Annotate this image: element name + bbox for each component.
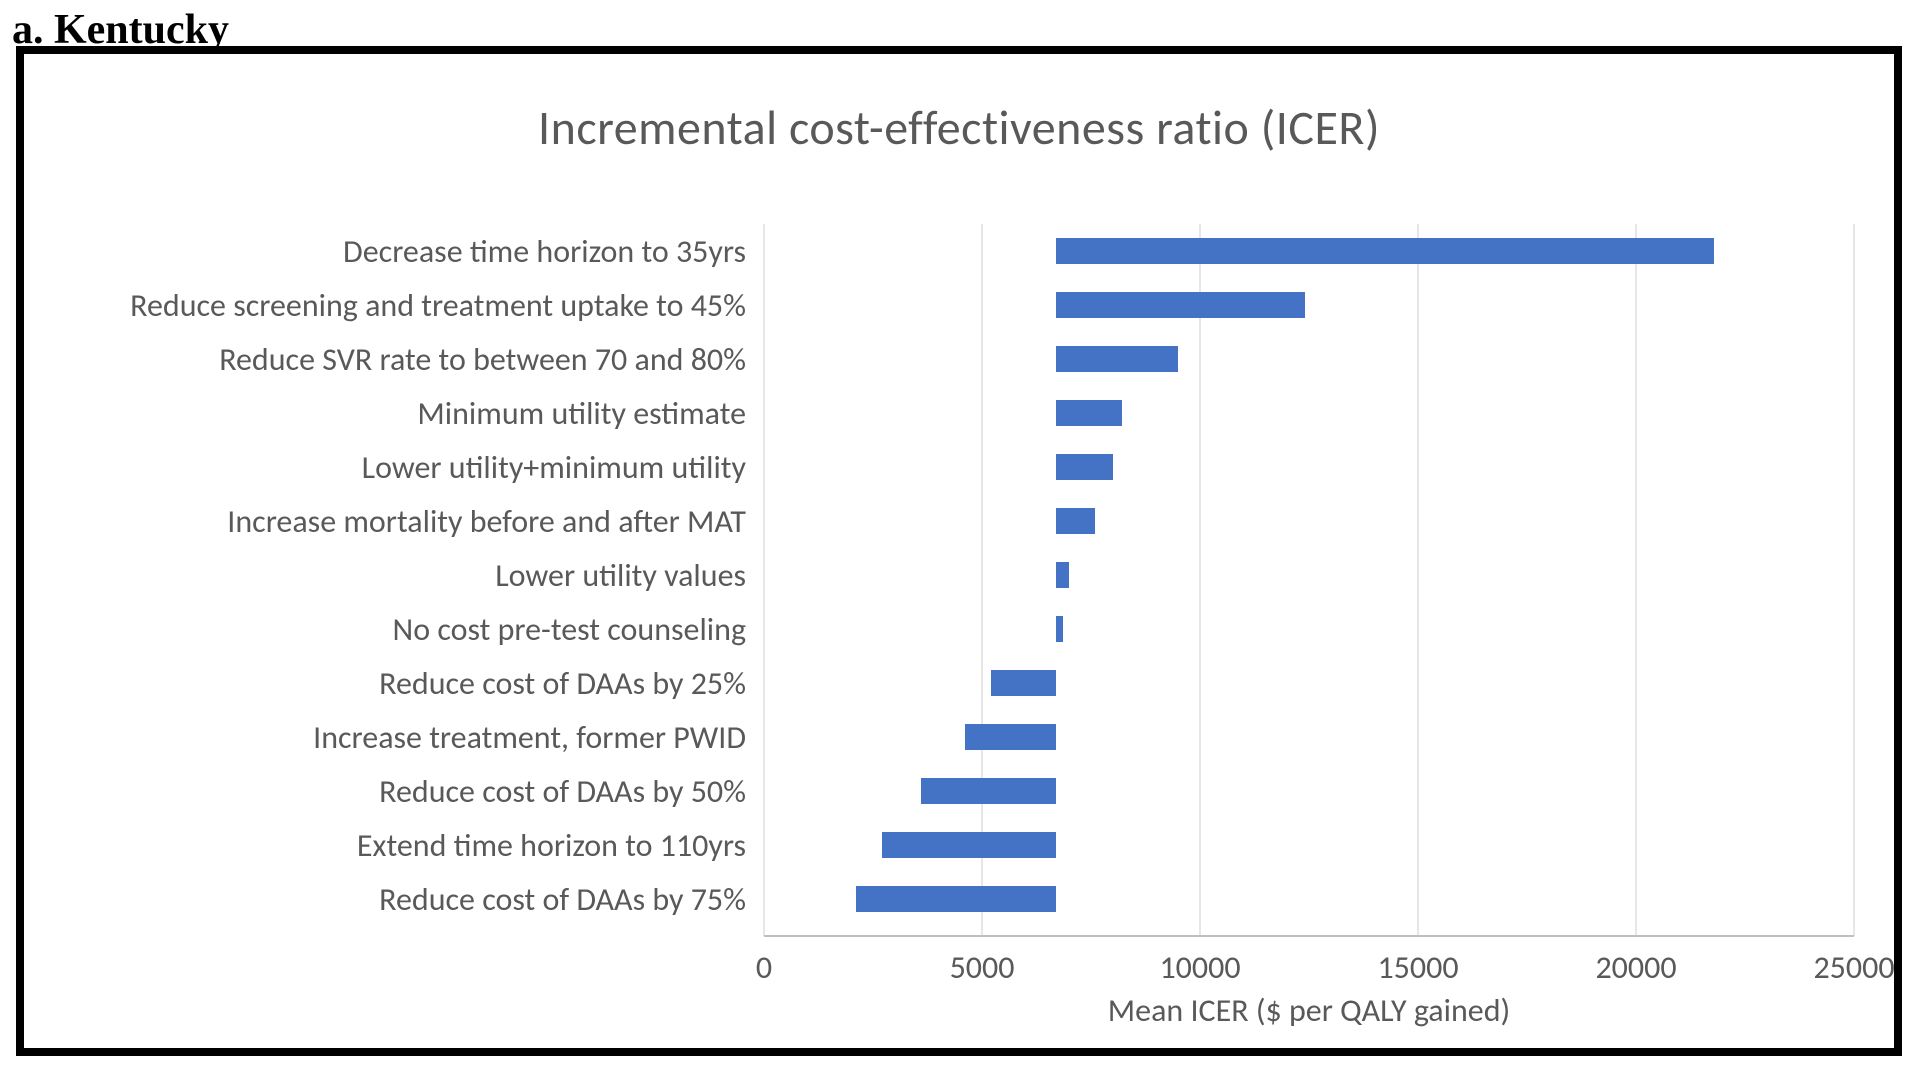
- y-category-label: Minimum utility estimate: [417, 394, 746, 433]
- y-category-label: Lower utility+minimum utility: [362, 448, 746, 487]
- y-category-label: Extend time horizon to 110yrs: [357, 826, 746, 865]
- data-bar: [991, 670, 1056, 696]
- y-category-label: Reduce cost of DAAs by 25%: [379, 664, 746, 703]
- data-bar: [1056, 238, 1714, 264]
- data-bar: [856, 886, 1057, 912]
- data-bar: [1056, 508, 1095, 534]
- x-axis-label: Mean ICER ($ per QALY gained): [764, 991, 1854, 1030]
- data-bar: [882, 832, 1056, 858]
- y-category-label: Increase treatment, former PWID: [313, 718, 746, 757]
- plot-area: 0500010000150002000025000Decrease time h…: [764, 224, 1854, 936]
- gridline: [763, 224, 765, 936]
- data-bar: [1056, 292, 1305, 318]
- y-category-label: Reduce screening and treatment uptake to…: [130, 286, 746, 325]
- y-category-label: Lower utility values: [495, 556, 746, 595]
- gridline: [1199, 224, 1201, 936]
- gridline: [1853, 224, 1855, 936]
- data-bar: [1056, 454, 1113, 480]
- x-tick-label: 20000: [1595, 948, 1676, 987]
- x-axis-line: [764, 935, 1854, 937]
- y-category-label: Reduce cost of DAAs by 75%: [379, 880, 746, 919]
- data-bar: [1056, 562, 1069, 588]
- data-bar: [965, 724, 1057, 750]
- y-category-label: Increase mortality before and after MAT: [227, 502, 746, 541]
- gridline: [1417, 224, 1419, 936]
- gridline: [1635, 224, 1637, 936]
- x-tick-label: 15000: [1377, 948, 1458, 987]
- data-bar: [1056, 400, 1121, 426]
- y-category-label: No cost pre-test counseling: [393, 610, 746, 649]
- x-tick-label: 5000: [950, 948, 1015, 987]
- data-bar: [1056, 346, 1178, 372]
- data-bar: [921, 778, 1056, 804]
- y-category-label: Decrease time horizon to 35yrs: [343, 232, 746, 271]
- x-tick-label: 10000: [1159, 948, 1240, 987]
- y-category-label: Reduce SVR rate to between 70 and 80%: [219, 340, 746, 379]
- gridline: [981, 224, 983, 936]
- chart-title: Incremental cost-effectiveness ratio (IC…: [24, 54, 1894, 157]
- x-tick-label: 0: [756, 948, 772, 987]
- y-category-label: Reduce cost of DAAs by 50%: [379, 772, 746, 811]
- data-bar: [1056, 616, 1063, 642]
- x-tick-label: 25000: [1813, 948, 1894, 987]
- chart-frame: Incremental cost-effectiveness ratio (IC…: [16, 46, 1902, 1056]
